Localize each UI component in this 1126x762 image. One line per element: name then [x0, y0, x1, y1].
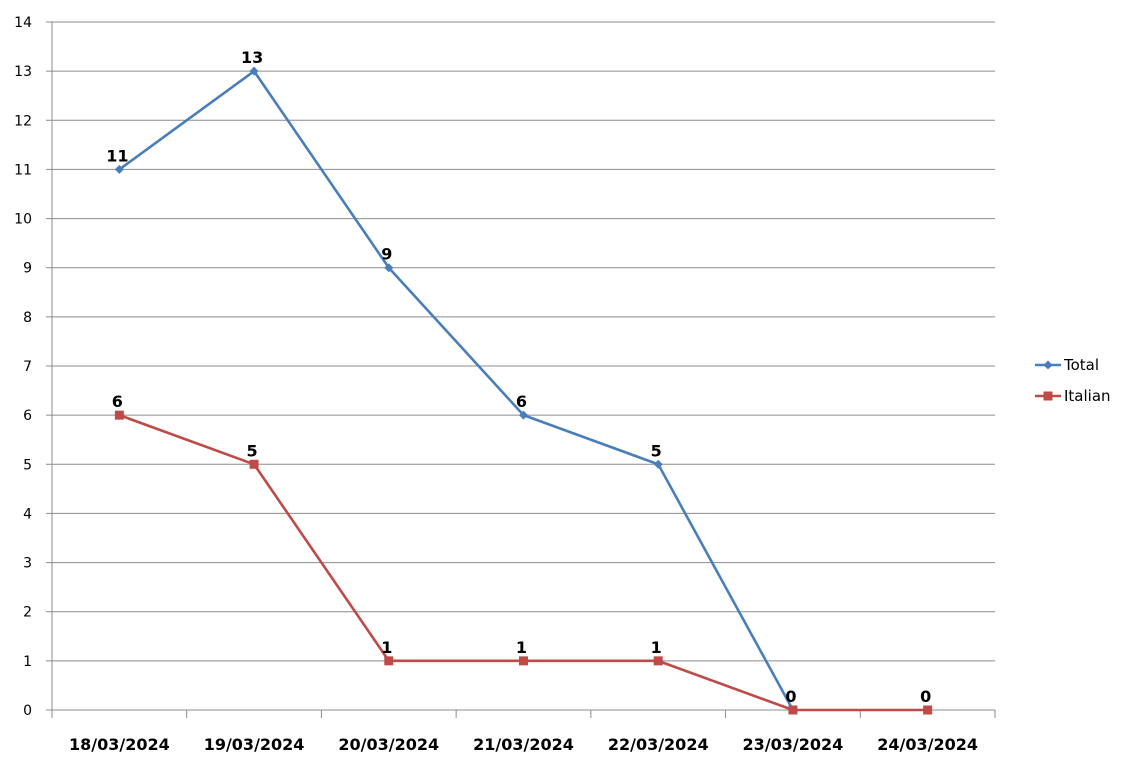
x-tick-label: 21/03/2024 [473, 735, 574, 754]
data-label-total: 6 [516, 392, 527, 411]
data-label-total: 5 [651, 441, 662, 460]
x-tick-label: 18/03/2024 [69, 735, 170, 754]
y-tick-label: 14 [14, 15, 32, 31]
data-label-total: 13 [241, 48, 263, 67]
legend: Total Italian [1035, 356, 1111, 405]
y-tick-label: 9 [23, 261, 32, 277]
legend-label-italian: Italian [1064, 387, 1111, 405]
x-tick-label: 20/03/2024 [338, 735, 439, 754]
data-label-total: 11 [106, 146, 128, 165]
series-line-total [118, 69, 795, 711]
y-tick-label: 3 [23, 556, 32, 572]
point-total [114, 164, 124, 174]
point-italian [384, 656, 394, 666]
x-tick-label: 19/03/2024 [204, 735, 305, 754]
legend-marker-italian [1043, 391, 1053, 401]
data-label-italian: 1 [516, 638, 527, 657]
y-tick-label: 8 [23, 310, 32, 326]
data-label-italian: 1 [381, 638, 392, 657]
data-label-italian: 5 [247, 441, 258, 460]
y-tick-label: 5 [23, 457, 32, 473]
gridlines [52, 21, 995, 662]
series-group [114, 66, 933, 715]
x-tick-label: 22/03/2024 [608, 735, 709, 754]
x-tick-label: 23/03/2024 [743, 735, 844, 754]
data-label-total: 9 [381, 245, 392, 264]
y-tick-label: 12 [14, 113, 32, 129]
point-italian [249, 459, 259, 469]
y-tick-label: 2 [23, 605, 32, 621]
y-tick-label: 4 [23, 506, 32, 522]
y-tick-label: 13 [14, 64, 32, 80]
y-tick-label: 7 [23, 359, 32, 375]
x-axis-ticks: 18/03/2024 19/03/2024 20/03/2024 21/03/2024… [51, 710, 996, 754]
legend-marker-total [1043, 360, 1053, 370]
point-italian [519, 656, 528, 666]
y-tick-label: 6 [23, 408, 32, 424]
point-total [384, 263, 394, 273]
x-tick-label: 24/03/2024 [877, 735, 978, 754]
point-total [519, 410, 528, 420]
y-tick-label: 11 [14, 162, 32, 178]
data-label-italian: 1 [651, 638, 662, 657]
data-label-italian: 0 [920, 687, 931, 706]
data-label-italian: 6 [112, 392, 123, 411]
y-tick-label: 10 [14, 212, 32, 228]
point-total [249, 66, 259, 76]
y-tick-label: 1 [23, 654, 32, 670]
legend-label-total: Total [1063, 356, 1099, 374]
point-italian [653, 656, 663, 666]
data-label-italian: 0 [785, 687, 796, 706]
point-italian [923, 705, 933, 715]
point-total [653, 459, 663, 469]
y-tick-label: 0 [23, 703, 32, 719]
point-italian [788, 705, 798, 715]
point-italian [114, 410, 124, 420]
